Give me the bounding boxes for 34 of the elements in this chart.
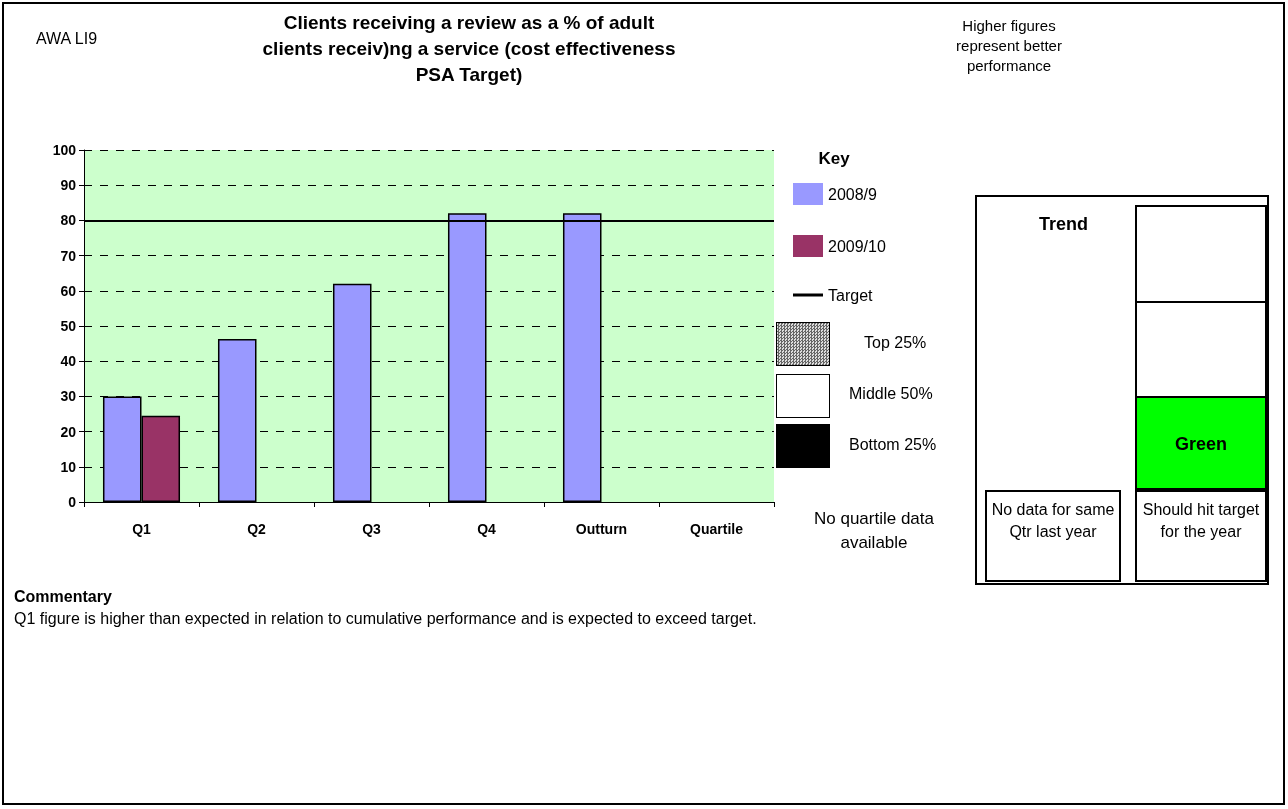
text: Q1 figure is higher than expected in relation to cumulative performance and is expected to exceed target.	[14, 610, 757, 628]
y-tick-label: 40	[60, 353, 77, 370]
x-tick-label: Q3	[362, 521, 382, 537]
text: Bottom 25%	[849, 436, 937, 454]
legend-label: 2009/10	[828, 237, 886, 255]
text: Middle 50%	[849, 385, 933, 403]
y-tick-label: 50	[60, 318, 77, 334]
x-tick-label: Quartile	[690, 521, 744, 537]
text: Commentary	[14, 588, 112, 606]
text: No data for same Qtr last year	[990, 500, 1116, 542]
x-tick-label: Q1	[132, 521, 152, 537]
y-tick-label: 80	[60, 212, 77, 229]
y-tick-label: 60	[60, 282, 77, 299]
y-tick-label: 20	[60, 423, 77, 440]
x-tick-label: Q2	[247, 521, 267, 537]
text: Green	[1174, 434, 1228, 455]
y-tick-label: 10	[60, 458, 77, 475]
y-tick-label: 70	[60, 247, 77, 264]
text: No quartile data available	[813, 508, 935, 554]
y-tick-label: 100	[52, 142, 77, 158]
chart-title: Clients receiving a review as a % of adult clients receiv)ng a service (cost effectiveness PSA Target)	[261, 11, 677, 87]
legend-label: Target	[828, 286, 874, 304]
y-tick-label: 0	[68, 494, 77, 510]
x-tick-label: Outturn	[575, 521, 628, 537]
text: Top 25%	[864, 334, 927, 352]
x-tick-label: Q4	[477, 521, 497, 537]
legend-label: 2008/9	[828, 185, 878, 203]
legend-title: Key	[817, 149, 851, 169]
text: Higher figures represent better performance	[955, 16, 1063, 76]
text: Should hit target for the year	[1141, 500, 1261, 542]
y-tick-label: 90	[60, 177, 77, 194]
text: AWA LI9	[36, 30, 98, 48]
text: Trend	[1039, 214, 1089, 235]
y-tick-label: 30	[60, 388, 77, 405]
